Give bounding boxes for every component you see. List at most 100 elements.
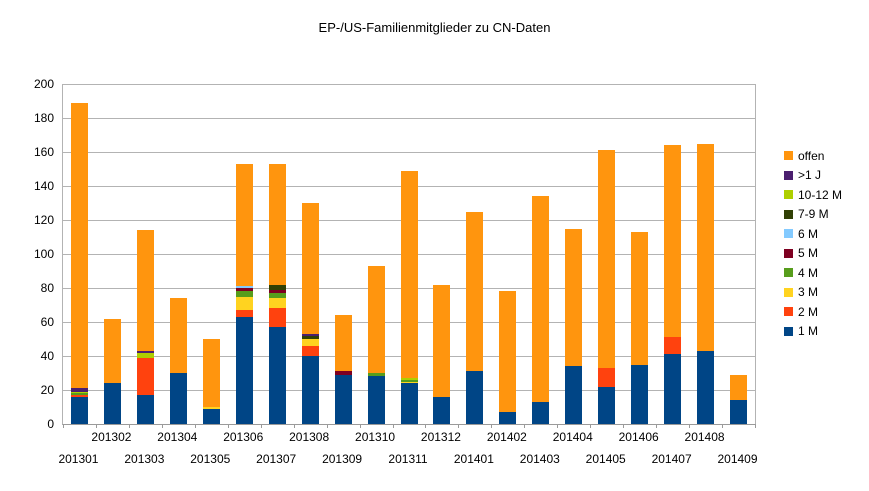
legend-label: 10-12 M — [798, 187, 843, 202]
bar-segment-10-12-m — [136, 352, 154, 358]
legend-label: 1 M — [798, 324, 819, 339]
x-axis-tick-label: 201401 — [453, 452, 494, 466]
x-axis-tick — [623, 424, 625, 428]
bar-segment-offen — [466, 211, 484, 372]
bar-segment-offen — [598, 150, 616, 368]
bar-segment-1-m — [268, 327, 286, 424]
legend-label: 4 M — [798, 265, 819, 280]
bar-segment-3-m — [268, 298, 286, 309]
bar-segment-2-m — [598, 367, 616, 387]
legend-label: 2 M — [798, 304, 819, 319]
x-axis-tick-label: 201409 — [717, 452, 758, 466]
y-axis-tick-label: 60 — [40, 315, 54, 329]
bar-segment-1-m — [565, 366, 583, 424]
bar-segment-1-m — [598, 386, 616, 424]
x-axis-tick-label: 201302 — [91, 430, 132, 444]
gridline — [63, 84, 755, 85]
bar-segment-4-m — [268, 293, 286, 299]
x-axis-tick — [128, 424, 130, 428]
legend-item: >1 J — [784, 166, 842, 186]
bar-segment-3-m — [400, 381, 418, 384]
bar-segment-offen — [334, 315, 352, 372]
bar-segment-2-m — [136, 357, 154, 396]
legend-item: 4 M — [784, 263, 842, 283]
bar-segment--1-j — [136, 350, 154, 353]
bar-segment-offen — [103, 318, 121, 384]
bar-segment-5-m — [334, 371, 352, 375]
x-axis-tick-label: 201307 — [256, 452, 297, 466]
legend-item: 6 M — [784, 224, 842, 244]
x-axis-tick-label: 201304 — [157, 430, 198, 444]
x-axis-tick-label: 201305 — [190, 452, 231, 466]
x-axis-tick-label: 201406 — [618, 430, 659, 444]
bar-segment-2-m — [301, 345, 319, 356]
bar-segment-offen — [301, 203, 319, 334]
bar-segment-4-m — [400, 379, 418, 382]
bar-segment-6-m — [235, 286, 253, 288]
bar-segment-1-m — [301, 356, 319, 424]
bar-segment-3-m — [235, 296, 253, 311]
x-axis-tick-label: 201407 — [651, 452, 692, 466]
legend-label: 6 M — [798, 226, 819, 241]
legend-item: 1 M — [784, 322, 842, 342]
bar-segment-offen — [433, 284, 451, 397]
x-axis-tick — [95, 424, 97, 428]
bar-segment-1-m — [70, 396, 88, 424]
bar-segment-offen — [664, 145, 682, 338]
bar-segment-offen — [367, 265, 385, 373]
bar-segment-3-m — [301, 339, 319, 346]
legend-item: 7-9 M — [784, 205, 842, 225]
legend-item: 10-12 M — [784, 185, 842, 205]
x-axis-tick — [260, 424, 262, 428]
x-axis-tick — [161, 424, 163, 428]
legend-item: 2 M — [784, 302, 842, 322]
x-axis-tick-label: 201405 — [585, 452, 626, 466]
bar-segment-7-9-m — [268, 284, 286, 290]
x-axis-tick — [524, 424, 526, 428]
bar-segment-4-m — [70, 393, 88, 396]
bar-segment-offen — [70, 102, 88, 389]
y-axis-tick-label: 180 — [33, 111, 54, 125]
x-axis-tick-label: 201404 — [552, 430, 593, 444]
x-axis-tick — [656, 424, 658, 428]
bar-segment-10-12-m — [400, 378, 418, 380]
legend-swatch-icon — [784, 151, 793, 161]
x-axis-tick-label: 201308 — [289, 430, 330, 444]
x-axis-tick — [590, 424, 592, 428]
legend-label: offen — [798, 148, 825, 163]
legend-swatch-icon — [784, 307, 793, 317]
x-axis-tick — [359, 424, 361, 428]
bar-segment-3-m — [202, 407, 220, 409]
x-axis-tick — [458, 424, 460, 428]
bar-segment-1-m — [202, 408, 220, 424]
x-axis-tick-label: 201403 — [519, 452, 560, 466]
bar-segment-offen — [499, 291, 517, 413]
bar-segment-1-m — [664, 354, 682, 424]
bar-segment-1-m — [136, 395, 154, 424]
y-axis-tick-label: 120 — [33, 213, 54, 227]
chart-title: EP-/US-Familienmitglieder zu CN-Daten — [318, 20, 551, 35]
legend-swatch-icon — [784, 268, 793, 278]
gridline — [63, 118, 755, 119]
plot-area — [62, 84, 756, 428]
bar-segment--1-j — [70, 388, 88, 392]
x-axis-tick-label: 201408 — [684, 430, 725, 444]
bar-segment-1-m — [334, 374, 352, 424]
bar-segment-2-m — [235, 310, 253, 317]
legend-label: 5 M — [798, 246, 819, 261]
legend-swatch-icon — [784, 209, 793, 219]
legend-label: 3 M — [798, 285, 819, 300]
bar-segment-1-m — [466, 371, 484, 424]
x-axis-tick-label: 201301 — [58, 452, 99, 466]
x-axis-tick — [557, 424, 559, 428]
bar-segment-2-m — [664, 337, 682, 355]
x-axis-tick-label: 201312 — [420, 430, 461, 444]
bar-segment-offen — [268, 163, 286, 285]
bar-segment-offen — [136, 230, 154, 351]
bar-segment-1-m — [103, 383, 121, 424]
x-axis-tick — [63, 424, 64, 428]
y-axis-tick-label: 140 — [33, 179, 54, 193]
bar-segment-offen — [697, 143, 715, 351]
bar-segment-1-m — [730, 400, 748, 424]
x-axis-tick — [293, 424, 295, 428]
